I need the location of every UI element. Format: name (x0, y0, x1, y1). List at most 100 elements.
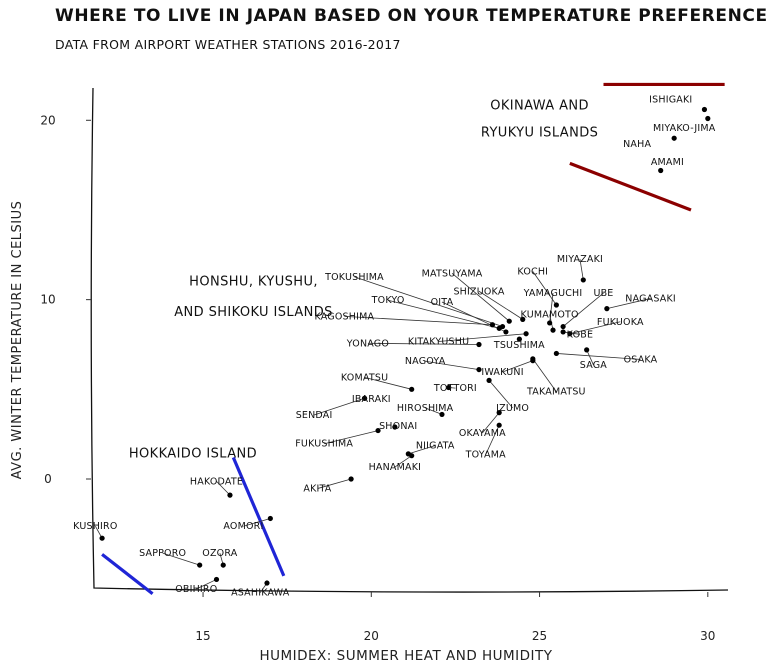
point-label: YONAGO (346, 338, 389, 349)
data-point (486, 377, 492, 383)
point-label: MIYAKO-JIMA (653, 123, 716, 134)
leader-line (586, 349, 594, 365)
point-label: SHIZUOKA (453, 286, 504, 297)
data-point (446, 384, 452, 391)
point-label: NIIGATA (416, 441, 455, 452)
leader-line (488, 380, 513, 409)
trend-line (569, 161, 692, 212)
point-label: FUKUOKA (597, 317, 644, 328)
point-label: SENDAI (296, 410, 333, 421)
data-point (506, 318, 512, 324)
data-point (361, 395, 368, 401)
trend-line (101, 553, 154, 596)
data-point (658, 167, 664, 174)
region-label: OKINAWA AND (490, 99, 589, 114)
point-label: SHONAI (379, 421, 417, 432)
x-tick-label: 25 (532, 629, 547, 643)
leader-line (364, 376, 412, 390)
data-point (392, 424, 398, 430)
point-label: TOYAMA (465, 449, 507, 460)
data-point (375, 427, 381, 434)
point-label: OITA (431, 297, 454, 308)
data-point (550, 327, 556, 333)
leader-line (313, 397, 365, 416)
leader-line (408, 445, 436, 455)
leader-line (438, 333, 527, 342)
point-label: MATSUYAMA (422, 268, 483, 279)
point-label: KUSHIRO (73, 521, 117, 532)
leader-line (569, 321, 621, 335)
point-label: SAPPORO (139, 548, 186, 559)
leader-line (485, 425, 500, 455)
leader-line (394, 455, 412, 468)
point-label: HANAMAKI (369, 462, 422, 473)
leader-line (367, 342, 479, 345)
point-label: YAMAGUCHI (523, 288, 583, 299)
leader-line (556, 353, 641, 360)
point-label: OZORA (202, 548, 237, 559)
leader-line (317, 478, 352, 489)
point-label: TOKUSHIMA (324, 272, 384, 283)
leader-line (243, 518, 271, 527)
trend-line (231, 456, 286, 577)
data-point (560, 323, 566, 330)
point-label: TOTTORI (433, 383, 477, 394)
data-point (516, 336, 522, 342)
data-point (671, 135, 677, 141)
data-point (99, 535, 105, 541)
data-point (213, 576, 220, 583)
point-label: NAGASAKI (625, 293, 676, 304)
point-label: MIYAZAKI (557, 254, 603, 265)
point-label: TOKYO (371, 295, 405, 306)
axis-line (90, 87, 729, 593)
region-label: AND SHIKOKU ISLANDS (174, 305, 333, 320)
point-label: OBIHIRO (175, 584, 217, 595)
point-label: IWAKUNI (481, 367, 523, 378)
leader-line (606, 298, 651, 310)
data-point (604, 306, 610, 312)
point-label: ISHIGAKI (649, 94, 692, 105)
point-label: UBE (593, 288, 613, 299)
data-point (701, 106, 708, 113)
data-point (523, 331, 529, 337)
data-point (476, 341, 482, 348)
point-label: SAGA (580, 360, 607, 371)
data-point (520, 316, 526, 322)
leader-line (478, 290, 523, 320)
point-label: IBARAKI (352, 394, 391, 405)
region-labels: OKINAWA AND RYUKYU ISLANDS HONSHU, KYUSHU,… (129, 99, 598, 462)
y-tick-label: 10 (40, 293, 55, 307)
point-label: AKITA (303, 484, 331, 495)
data-point (503, 329, 509, 335)
point-label: KAGOSHIMA (315, 311, 375, 322)
data-point (567, 331, 573, 337)
data-point (476, 366, 482, 373)
data-point (409, 386, 415, 392)
point-label: KITAKYUSHU (408, 336, 469, 347)
point-label: KOBE (567, 329, 594, 340)
data-point (489, 322, 496, 328)
data-point (267, 515, 273, 522)
data-point (220, 562, 226, 568)
region-label: HOKKAIDO ISLAND (129, 446, 257, 461)
label-leader-lines (95, 258, 651, 593)
region-label: HONSHU, KYUSHU, (189, 274, 318, 289)
x-tick-label: 30 (700, 629, 715, 643)
leader-line (324, 430, 379, 445)
leader-line (162, 552, 200, 566)
y-tick-label: 20 (40, 113, 55, 127)
leader-line (532, 358, 557, 392)
region-label: RYUKYU ISLANDS (481, 125, 598, 140)
point-label: HAKODATE (190, 476, 243, 487)
leader-line (344, 315, 493, 326)
data-point (496, 325, 502, 331)
leader-line (354, 276, 503, 327)
data-point (439, 411, 445, 418)
data-point (580, 277, 586, 283)
y-tick-label: 0 (44, 472, 52, 486)
chart-subtitle: DATA FROM AIRPORT WEATHER STATIONS 2016-… (55, 37, 401, 52)
point-label: NAHA (623, 139, 651, 150)
leader-line (196, 579, 217, 590)
trend-lines (101, 82, 725, 596)
